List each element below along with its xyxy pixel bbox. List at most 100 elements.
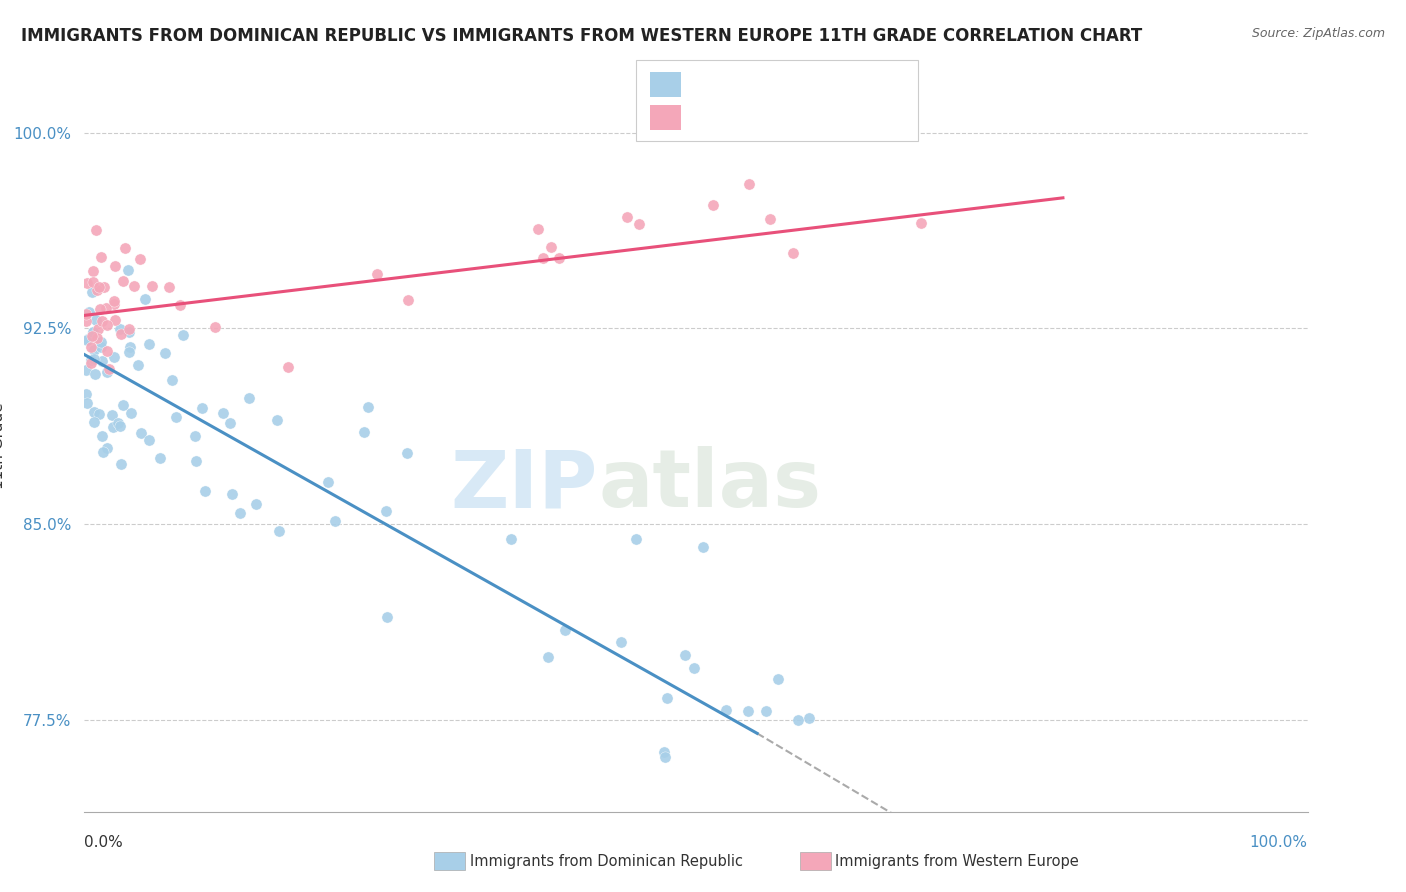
Point <box>766 672 789 686</box>
Point <box>86 331 108 345</box>
Point <box>90 340 112 354</box>
Point <box>90 334 112 349</box>
Text: atlas: atlas <box>598 446 821 524</box>
Point <box>82 325 104 339</box>
Point <box>91 429 114 443</box>
Point <box>107 416 129 430</box>
Point <box>82 275 104 289</box>
Point <box>114 241 136 255</box>
Point <box>82 264 104 278</box>
Point <box>122 279 145 293</box>
Point <box>117 263 139 277</box>
Point <box>91 445 114 459</box>
Point <box>786 714 808 728</box>
Point <box>499 532 522 546</box>
Point <box>101 420 124 434</box>
Point <box>759 212 782 227</box>
Point <box>84 223 107 237</box>
Point <box>141 278 163 293</box>
Point <box>96 365 118 379</box>
Point <box>673 648 696 662</box>
Point <box>79 305 101 319</box>
Point <box>103 297 125 311</box>
Point <box>683 661 706 675</box>
Point <box>91 353 114 368</box>
Point <box>714 703 737 717</box>
Point <box>103 350 125 364</box>
Point <box>172 327 194 342</box>
Point <box>610 635 633 649</box>
Point <box>96 441 118 455</box>
Text: IMMIGRANTS FROM DOMINICAN REPUBLIC VS IMMIGRANTS FROM WESTERN EUROPE 11TH GRADE : IMMIGRANTS FROM DOMINICAN REPUBLIC VS IM… <box>21 27 1142 45</box>
Point <box>702 197 724 211</box>
Point <box>76 332 98 346</box>
Point <box>218 417 240 431</box>
Point <box>93 280 115 294</box>
Point <box>692 540 714 554</box>
Point <box>96 301 118 316</box>
Point <box>799 711 821 725</box>
Point <box>269 524 291 539</box>
Point <box>104 313 127 327</box>
Point <box>75 387 97 401</box>
Text: Immigrants from Western Europe: Immigrants from Western Europe <box>835 855 1078 869</box>
Y-axis label: 11th Grade: 11th Grade <box>0 402 6 490</box>
Point <box>80 285 103 299</box>
Point <box>782 246 804 260</box>
Point <box>87 322 110 336</box>
Point <box>738 178 761 192</box>
Point <box>89 301 111 316</box>
Point <box>910 216 932 230</box>
Point <box>118 345 141 359</box>
Point <box>75 362 97 376</box>
Point <box>654 750 676 764</box>
Point <box>134 293 156 307</box>
Point <box>184 453 207 467</box>
Point <box>76 276 98 290</box>
Point <box>531 251 554 265</box>
Point <box>238 391 260 405</box>
Point <box>112 398 135 412</box>
Point <box>96 344 118 359</box>
Point <box>323 514 346 528</box>
Point <box>395 446 418 460</box>
Point <box>87 280 110 294</box>
Point <box>737 704 759 718</box>
Point <box>654 745 676 759</box>
Point <box>128 252 150 266</box>
Point <box>169 298 191 312</box>
Point <box>165 410 187 425</box>
Point <box>120 340 142 354</box>
Point <box>316 475 339 489</box>
Point <box>98 361 121 376</box>
Point <box>655 690 678 705</box>
Point <box>80 353 103 368</box>
Point <box>212 406 235 420</box>
Point <box>86 283 108 297</box>
Point <box>554 623 576 637</box>
Point <box>104 259 127 273</box>
Point <box>75 314 97 328</box>
Text: Source: ZipAtlas.com: Source: ZipAtlas.com <box>1251 27 1385 40</box>
Point <box>76 333 98 347</box>
Point <box>87 407 110 421</box>
Point <box>110 457 132 471</box>
Point <box>755 704 778 718</box>
Point <box>129 426 152 441</box>
Point <box>118 322 141 336</box>
Point <box>245 497 267 511</box>
Point <box>527 222 550 236</box>
Point <box>375 610 398 624</box>
Point <box>229 506 252 520</box>
Text: 0.0%: 0.0% <box>84 835 124 849</box>
Point <box>628 217 651 231</box>
Point <box>616 210 638 224</box>
Point <box>277 360 299 375</box>
Point <box>160 373 183 387</box>
Point <box>138 337 160 351</box>
Point <box>194 483 217 498</box>
Point <box>80 329 103 343</box>
Point <box>108 322 131 336</box>
Point <box>76 396 98 410</box>
Point <box>110 418 132 433</box>
